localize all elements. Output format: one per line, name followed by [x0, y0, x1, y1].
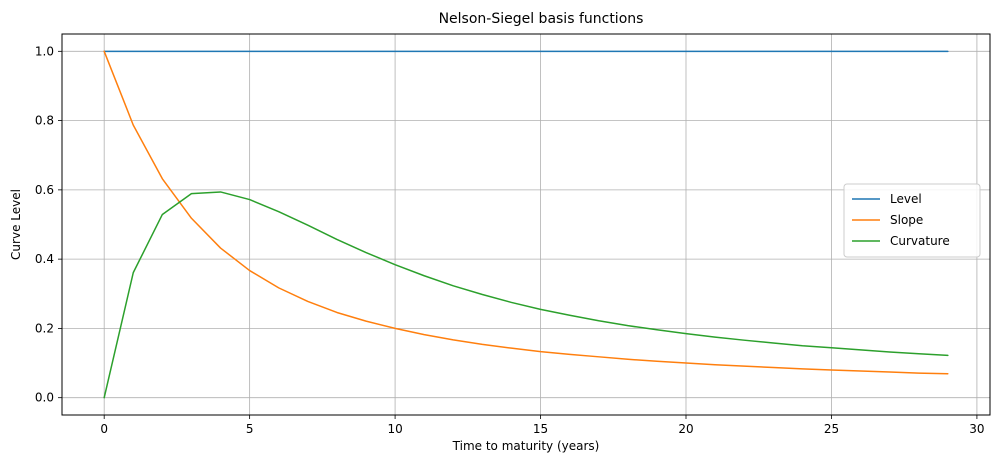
x-tick-label: 30 [969, 422, 984, 436]
ticks-layer: 0 5 10 15 20 25 30 0.0 0.2 0.4 0.6 0.8 1.0 [35, 44, 985, 436]
legend-label: Level [890, 192, 922, 206]
series-line-slope [103, 50, 949, 375]
y-tick-label: 0.4 [35, 252, 54, 266]
chart-title: Nelson-Siegel basis functions [439, 11, 644, 27]
x-tick-label: 15 [533, 422, 548, 436]
x-tick-label: 5 [246, 422, 254, 436]
y-tick-label: 0.2 [35, 321, 54, 335]
series-layer [103, 50, 949, 399]
x-tick-label: 25 [824, 422, 839, 436]
legend: Level Slope Curvature [843, 183, 981, 258]
y-tick-label: 0.0 [35, 391, 54, 405]
y-tick-label: 0.6 [35, 183, 54, 197]
x-tick-label: 0 [100, 422, 108, 436]
y-tick-label: 0.8 [35, 114, 54, 128]
series-line-curvature [103, 191, 949, 399]
y-tick-label: 1.0 [35, 44, 54, 58]
legend-box [843, 183, 981, 258]
legend-label: Curvature [890, 234, 950, 248]
y-axis-label: Curve Level [9, 189, 23, 260]
x-tick-label: 20 [678, 422, 693, 436]
plot-frame [61, 33, 991, 416]
x-axis-label: Time to maturity (years) [452, 439, 600, 453]
x-tick-label: 10 [387, 422, 402, 436]
legend-label: Slope [890, 213, 923, 227]
